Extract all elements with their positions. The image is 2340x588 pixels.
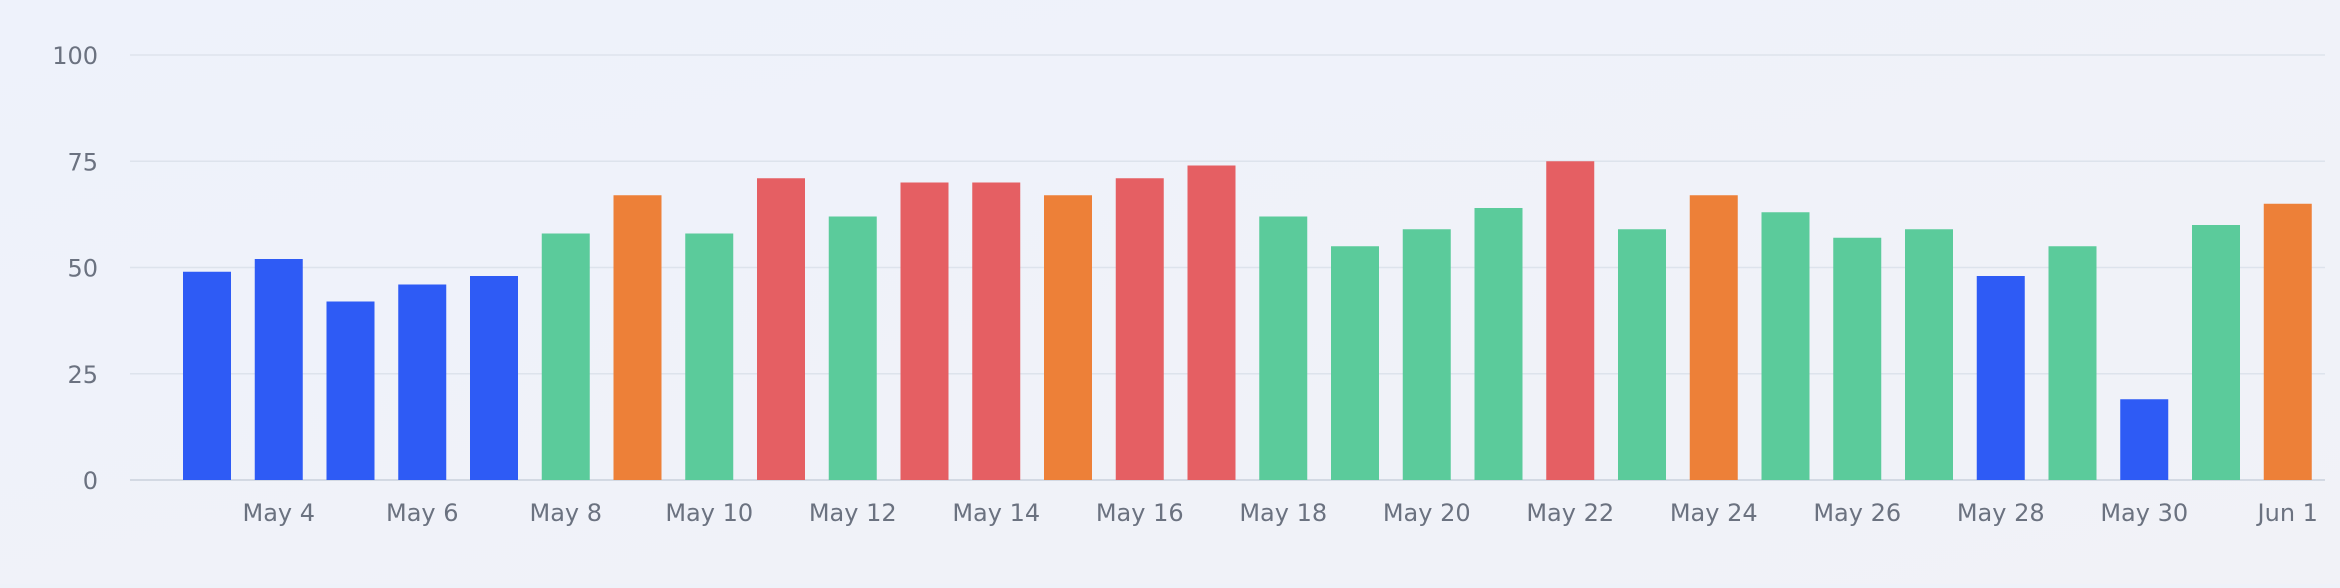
bar-may-8[interactable] xyxy=(541,233,590,481)
bar-may-4[interactable] xyxy=(254,259,303,480)
x-tick-label: May 22 xyxy=(1526,499,1614,527)
x-axis: May 4 May 6 May 8 May 10 May 12 May 14 May 16 M… xyxy=(242,499,2317,527)
bar-may-27[interactable] xyxy=(1905,229,1953,480)
x-tick-label: May 20 xyxy=(1383,499,1471,527)
x-tick-label: May 10 xyxy=(665,499,753,527)
bar-may-17[interactable] xyxy=(1187,165,1236,481)
bar-may-23[interactable] xyxy=(1618,229,1666,480)
x-tick-label: May 6 xyxy=(386,499,459,527)
y-tick-label: 50 xyxy=(67,255,98,283)
x-tick-label: May 24 xyxy=(1670,499,1758,527)
bar-may-9[interactable] xyxy=(613,195,662,480)
bar-jun-1[interactable] xyxy=(2263,203,2312,480)
bar-may-28[interactable] xyxy=(1976,276,2025,480)
bar-may-18[interactable] xyxy=(1259,216,1308,481)
bar-may-26[interactable] xyxy=(1833,237,1882,480)
x-tick-label: May 14 xyxy=(952,499,1040,527)
bar-may-20[interactable] xyxy=(1402,229,1451,480)
x-tick-label: May 4 xyxy=(242,499,315,527)
bar-layer xyxy=(183,161,2312,480)
bar-may-6[interactable] xyxy=(398,284,447,481)
y-tick-label: 75 xyxy=(67,148,98,176)
bar-may-24[interactable] xyxy=(1689,195,1738,480)
x-tick-label: May 26 xyxy=(1813,499,1901,527)
bar-may-31[interactable] xyxy=(2192,225,2240,480)
x-tick-label: May 8 xyxy=(529,499,602,527)
bar-may-15[interactable] xyxy=(1044,195,1092,480)
bar-may-21[interactable] xyxy=(1474,208,1523,480)
bar-may-22[interactable] xyxy=(1546,161,1595,480)
bar-may-19[interactable] xyxy=(1331,246,1379,480)
bar-may-3[interactable] xyxy=(183,271,231,480)
x-tick-label: May 16 xyxy=(1096,499,1184,527)
bar-may-29[interactable] xyxy=(2048,246,2097,480)
x-tick-label: May 30 xyxy=(2100,499,2188,527)
bar-may-14[interactable] xyxy=(972,182,1021,481)
y-tick-label: 100 xyxy=(52,42,98,70)
bar-may-12[interactable] xyxy=(828,216,877,481)
y-tick-label: 0 xyxy=(83,467,98,495)
x-tick-label: May 28 xyxy=(1957,499,2045,527)
y-axis: 0 25 50 75 100 xyxy=(52,42,98,495)
x-tick-label: May 18 xyxy=(1239,499,1327,527)
bar-may-30[interactable] xyxy=(2120,399,2169,480)
bar-may-25[interactable] xyxy=(1761,212,1810,480)
bar-may-11[interactable] xyxy=(757,178,805,480)
bar-may-10[interactable] xyxy=(685,233,734,481)
bar-may-7[interactable] xyxy=(470,276,518,480)
x-tick-label: May 12 xyxy=(809,499,897,527)
bar-may-5[interactable] xyxy=(326,301,375,481)
x-tick-label: Jun 1 xyxy=(2256,499,2318,527)
bar-may-16[interactable] xyxy=(1115,178,1164,480)
bar-may-13[interactable] xyxy=(900,182,949,481)
y-tick-label: 25 xyxy=(67,361,98,389)
